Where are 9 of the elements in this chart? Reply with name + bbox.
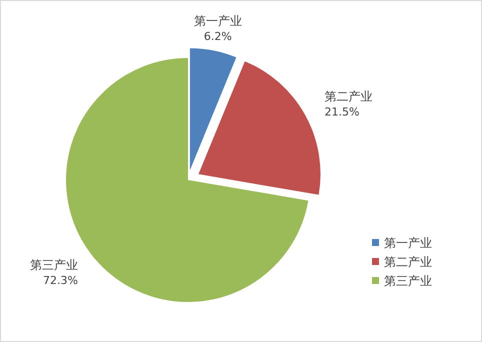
slice-label: 第三产业	[30, 258, 78, 272]
data-label: 21.5%	[324, 105, 360, 118]
data-label: 72.3%	[42, 274, 78, 287]
slice-label: 第一产业	[194, 14, 242, 28]
legend-label: 第二产业	[384, 255, 432, 269]
legend-label: 第一产业	[384, 236, 432, 250]
data-label: 6.2%	[204, 30, 232, 43]
slice-label: 第二产业	[324, 89, 372, 104]
legend-label: 第三产业	[384, 274, 432, 288]
